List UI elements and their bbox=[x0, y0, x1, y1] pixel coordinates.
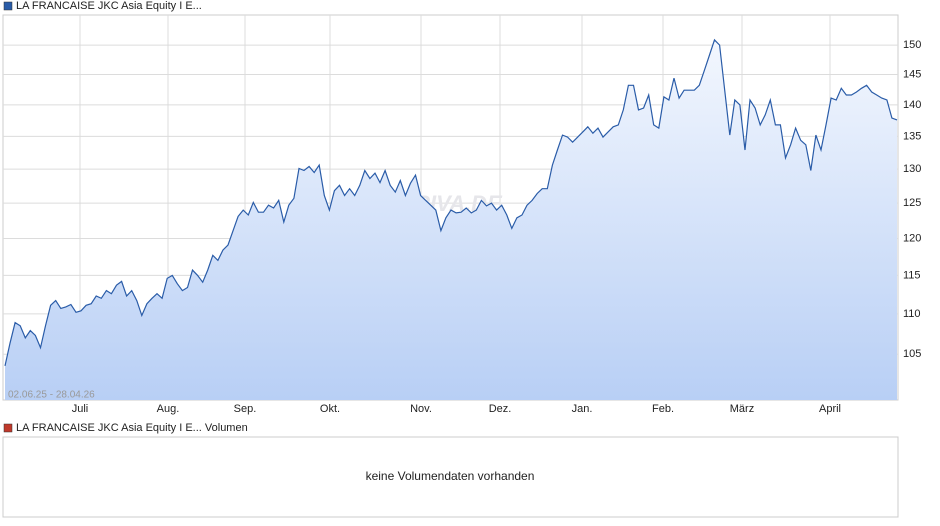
y-tick-label: 110 bbox=[903, 308, 921, 320]
price-line bbox=[4, 38, 898, 367]
x-tick-label: Juli bbox=[72, 403, 89, 415]
y-tick-label: 120 bbox=[903, 232, 921, 244]
x-tick-label: Dez. bbox=[489, 403, 512, 415]
y-tick-label: 130 bbox=[903, 163, 921, 175]
x-tick-label: Okt. bbox=[320, 403, 340, 415]
no-data-message: keine Volumendaten vorhanden bbox=[366, 469, 535, 483]
x-tick-label: März bbox=[730, 403, 754, 415]
volume-frame bbox=[2, 436, 899, 518]
legend-label: LA FRANCAISE JKC Asia Equity I E... bbox=[16, 0, 202, 12]
y-tick-label: 145 bbox=[903, 68, 921, 80]
area bbox=[5, 39, 897, 401]
legend-label: LA FRANCAISE JKC Asia Equity I E... Volu… bbox=[16, 422, 248, 434]
legend-swatch bbox=[3, 1, 13, 11]
y-tick-label: 125 bbox=[903, 197, 921, 209]
x-tick-label: Sep. bbox=[234, 403, 257, 415]
x-tick-label: April bbox=[819, 403, 841, 415]
y-tick-label: 135 bbox=[903, 130, 921, 142]
x-tick-label: Feb. bbox=[652, 403, 674, 415]
date-range: 02.06.25 - 28.04.26 bbox=[8, 390, 95, 401]
y-tick-label: 105 bbox=[903, 348, 921, 360]
x-tick-label: Jan. bbox=[572, 403, 593, 415]
x-tick-label: Nov. bbox=[410, 403, 432, 415]
y-tick-label: 115 bbox=[903, 269, 921, 281]
x-tick-label: Aug. bbox=[157, 403, 180, 415]
y-tick-label: 140 bbox=[903, 99, 921, 111]
legend-swatch bbox=[3, 423, 13, 433]
y-tick-label: 150 bbox=[903, 39, 921, 51]
